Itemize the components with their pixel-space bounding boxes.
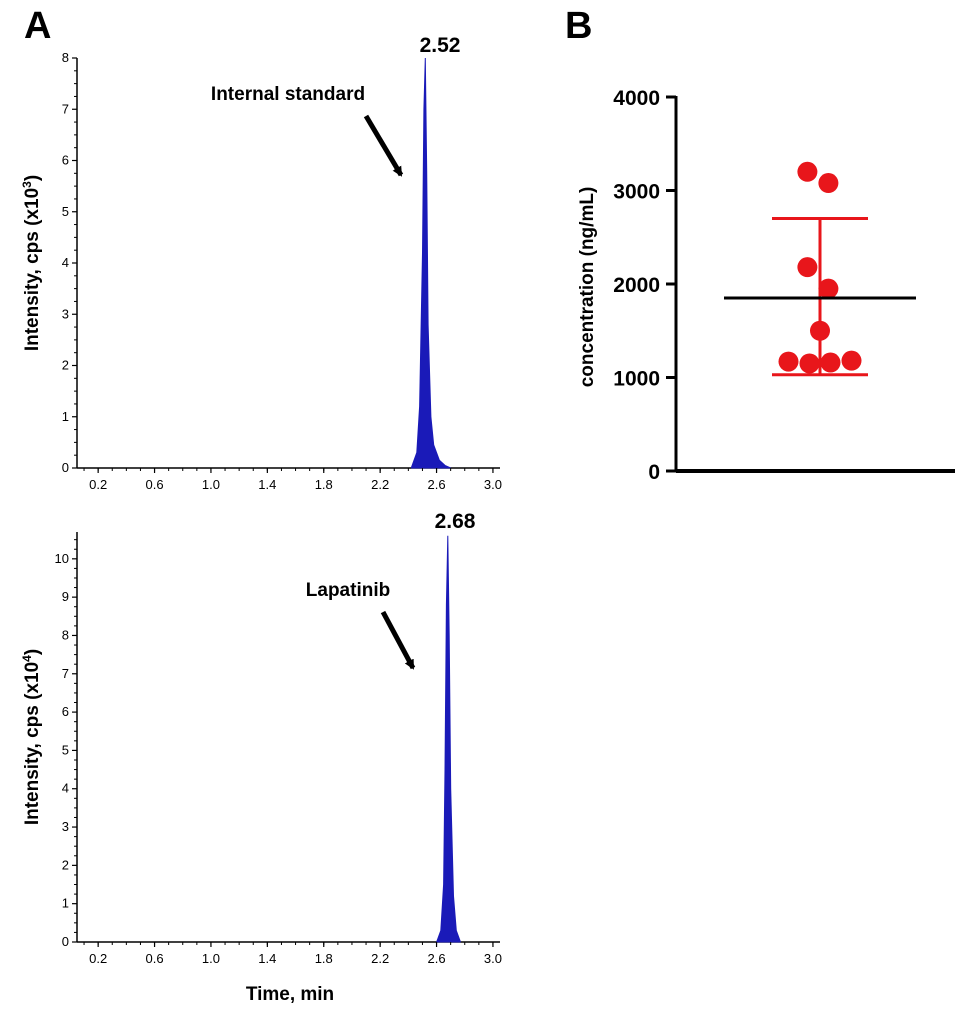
x-tick-label: 2.6 bbox=[428, 951, 446, 966]
y-ticks: 0 1 2 3 4 5 6 7 8 9 10 bbox=[55, 539, 77, 949]
concentration-scatter: 0 1000 2000 3000 4000 concentration (ng/mL) bbox=[577, 87, 955, 484]
data-point bbox=[799, 353, 820, 374]
x-tick-label: 0.2 bbox=[89, 477, 107, 492]
y-tick-label: 1000 bbox=[613, 368, 660, 391]
y-tick-label: 7 bbox=[62, 101, 69, 116]
y-ticks: 0 1000 2000 3000 4000 bbox=[613, 87, 676, 484]
y-tick-label: 1 bbox=[62, 896, 69, 911]
annotation-label: Lapatinib bbox=[306, 580, 390, 601]
lapatinib-peak bbox=[436, 535, 461, 943]
y-tick-label: 6 bbox=[62, 153, 69, 168]
peak-label: 2.68 bbox=[435, 510, 476, 533]
y-tick-label: 5 bbox=[62, 742, 69, 757]
y-tick-label: 10 bbox=[55, 551, 69, 566]
internal-standard-peak bbox=[410, 57, 451, 469]
y-tick-label: 4000 bbox=[613, 87, 660, 110]
lapatinib-chromatogram: 0 1 2 3 4 5 6 7 8 9 10 0.2 0.6 1.0 1.4 1.8 2.2 2.6 3.0 2.… bbox=[20, 510, 502, 1005]
y-tick-label: 8 bbox=[62, 50, 69, 65]
y-tick-label: 1 bbox=[62, 409, 69, 424]
y-tick-label: 2 bbox=[62, 857, 69, 872]
arrow-icon bbox=[380, 610, 416, 670]
y-tick-label: 6 bbox=[62, 704, 69, 719]
x-tick-label: 3.0 bbox=[484, 477, 502, 492]
y-tick-label: 0 bbox=[62, 460, 69, 475]
y-ticks: 0 1 2 3 4 5 6 7 8 bbox=[62, 50, 77, 475]
x-tick-label: 1.4 bbox=[258, 951, 276, 966]
y-tick-label: 3 bbox=[62, 306, 69, 321]
data-point bbox=[820, 352, 841, 373]
y-tick-label: 7 bbox=[62, 666, 69, 681]
y-tick-label: 0 bbox=[62, 934, 69, 949]
peak-label: 2.52 bbox=[420, 34, 461, 57]
x-tick-label: 2.2 bbox=[371, 477, 389, 492]
x-tick-label: 1.0 bbox=[202, 477, 220, 492]
data-point bbox=[797, 161, 818, 182]
data-point bbox=[810, 320, 830, 341]
y-tick-label: 5 bbox=[62, 204, 69, 219]
y-tick-label: 3000 bbox=[613, 181, 660, 204]
x-tick-label: 1.8 bbox=[315, 477, 333, 492]
x-tick-label: 3.0 bbox=[484, 951, 502, 966]
y-tick-label: 9 bbox=[62, 589, 69, 604]
y-tick-label: 2 bbox=[62, 358, 69, 373]
x-tick-label: 1.8 bbox=[315, 951, 333, 966]
y-axis-label: Intensity, cps (x104) bbox=[20, 649, 43, 825]
y-axis-label: Intensity, cps (x103) bbox=[20, 175, 43, 351]
x-tick-label: 0.2 bbox=[89, 951, 107, 966]
x-ticks: 0.2 0.6 1.0 1.4 1.8 2.2 2.6 3.0 bbox=[83, 942, 502, 966]
arrow-icon bbox=[363, 114, 404, 177]
data-point bbox=[818, 173, 839, 194]
y-tick-label: 4 bbox=[62, 781, 69, 796]
y-tick-label: 2000 bbox=[613, 274, 660, 297]
x-tick-label: 0.6 bbox=[146, 951, 164, 966]
y-tick-label: 4 bbox=[62, 255, 69, 270]
x-tick-label: 2.2 bbox=[371, 951, 389, 966]
panel-b-letter: B bbox=[565, 5, 592, 47]
panel-a-letter: A bbox=[24, 5, 51, 47]
data-point bbox=[778, 351, 799, 372]
y-axis-label: concentration (ng/mL) bbox=[577, 187, 598, 388]
x-tick-label: 0.6 bbox=[146, 477, 164, 492]
x-tick-label: 2.6 bbox=[428, 477, 446, 492]
y-tick-label: 0 bbox=[648, 461, 660, 484]
annotation-label: Internal standard bbox=[211, 84, 365, 105]
data-point bbox=[818, 278, 839, 299]
data-point bbox=[841, 350, 862, 371]
x-tick-label: 1.0 bbox=[202, 951, 220, 966]
x-tick-label: 1.4 bbox=[258, 477, 276, 492]
x-ticks: 0.2 0.6 1.0 1.4 1.8 2.2 2.6 3.0 bbox=[83, 468, 502, 492]
data-points bbox=[778, 161, 862, 374]
y-tick-label: 3 bbox=[62, 819, 69, 834]
data-point bbox=[797, 257, 818, 278]
x-axis-label: Time, min bbox=[246, 984, 334, 1005]
y-tick-label: 8 bbox=[62, 627, 69, 642]
